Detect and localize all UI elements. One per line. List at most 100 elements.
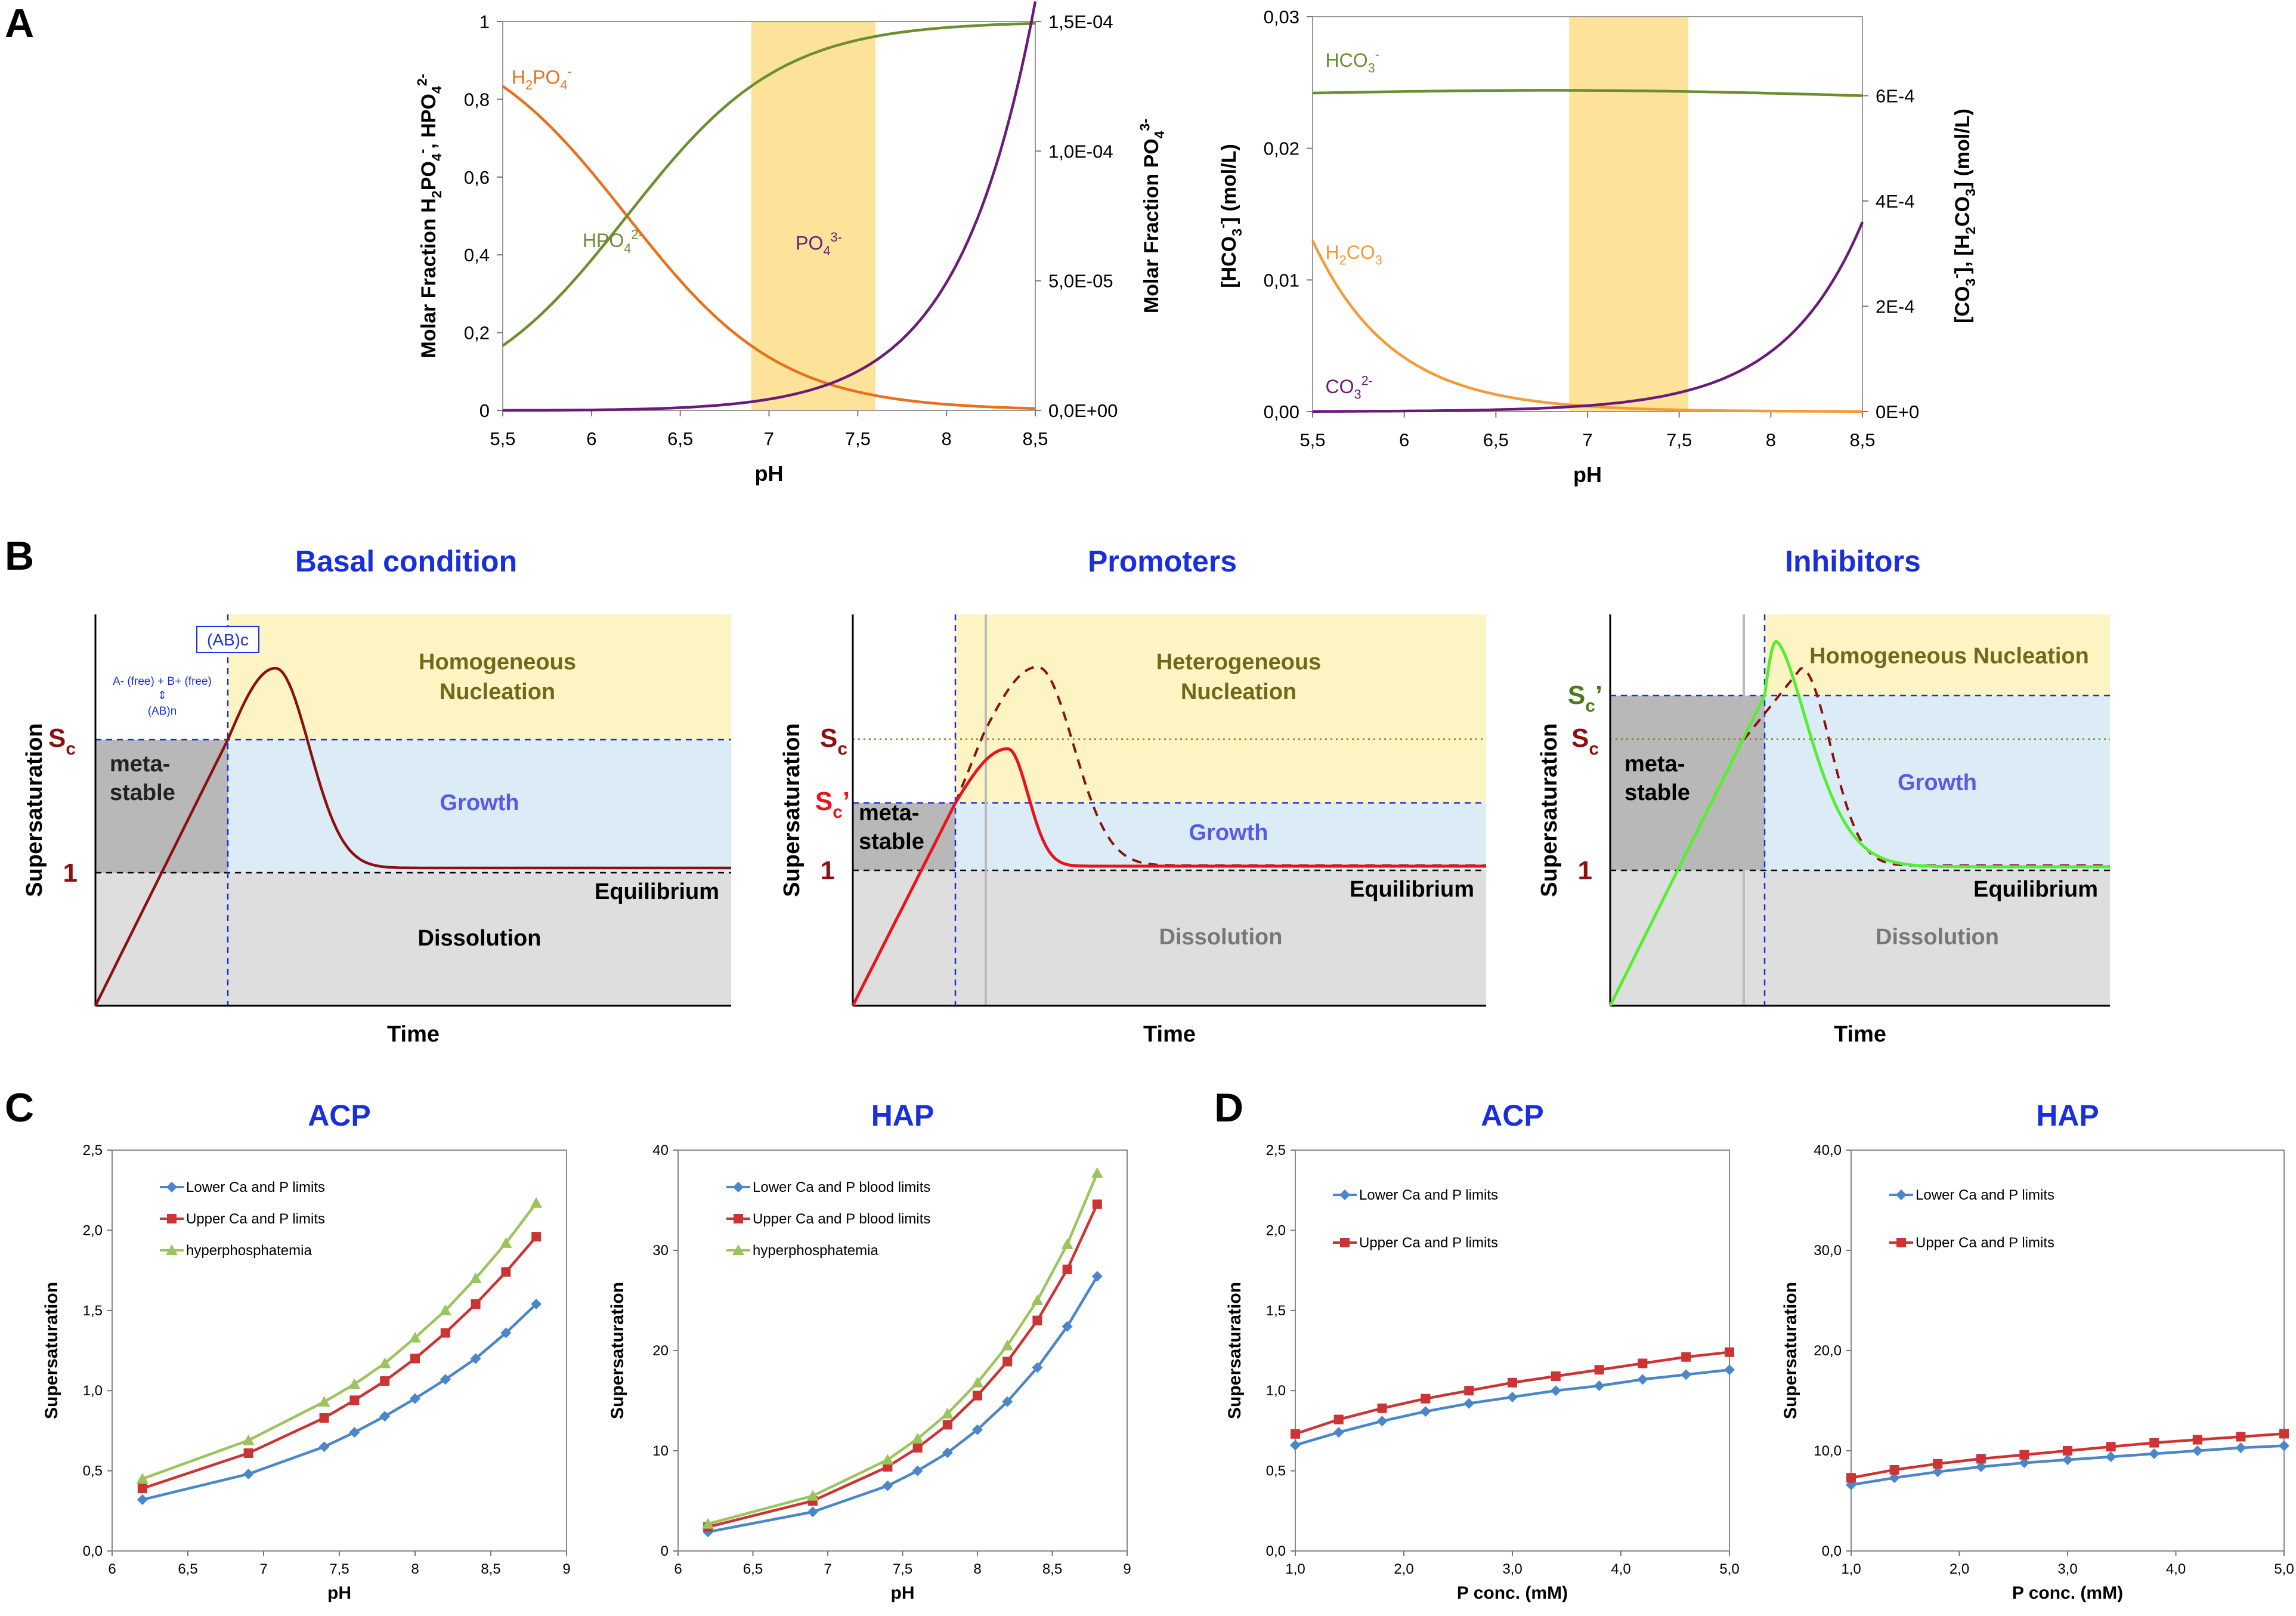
x-tick-label: 5,0 xyxy=(1719,1561,1739,1577)
rich-segment: 3 xyxy=(1963,279,1978,286)
data-point-diamond xyxy=(1091,1271,1103,1282)
data-point-diamond xyxy=(440,1374,451,1385)
data-point-square xyxy=(501,1267,511,1277)
data-point-square xyxy=(319,1413,329,1423)
rich-segment: - xyxy=(567,64,571,79)
data-point-diamond xyxy=(1507,1391,1518,1402)
x-tick-label: 7,5 xyxy=(845,428,871,449)
x-tick-label: 4,0 xyxy=(1611,1561,1630,1577)
x-tick-label: 8 xyxy=(942,428,952,449)
data-point-diamond xyxy=(1032,1362,1043,1373)
plot-frame xyxy=(1295,1150,1730,1552)
rich-segment: 4 xyxy=(560,78,567,92)
data-point-triangle xyxy=(136,1473,148,1484)
legend-label: Lower Ca and P limits xyxy=(186,1179,325,1195)
rich-segment: Molar Fraction H xyxy=(417,198,440,358)
rich-segment: S xyxy=(1571,724,1589,753)
data-point-diamond xyxy=(1932,1466,1944,1478)
region-dissolution xyxy=(1610,870,2110,1006)
y-tick-label: 10,0 xyxy=(1814,1443,1842,1459)
rich-segment: - xyxy=(1215,224,1230,228)
y-tick-label: 30,0 xyxy=(1814,1243,1842,1259)
rich-segment: HPO xyxy=(583,230,624,251)
series-line-hpo4 xyxy=(502,22,1036,347)
level-sc-prime-label: Sc’ xyxy=(1568,681,1602,716)
y-tick-label: 20,0 xyxy=(1814,1343,1842,1359)
rich-segment: CO xyxy=(1326,376,1354,397)
plot-frame xyxy=(1851,1150,2285,1552)
x-tick-label: 6 xyxy=(1399,430,1409,450)
y-axis-label: Supersaturation xyxy=(608,1282,627,1419)
x-tick-label: 8 xyxy=(411,1561,419,1577)
rich-segment: 2 xyxy=(1339,253,1347,268)
plot-frame xyxy=(677,1150,1128,1552)
series-label-h2co3: H2CO3 xyxy=(1326,242,1382,268)
region-label-dissolution: Dissolution xyxy=(1159,925,1283,950)
data-point-diamond xyxy=(1062,1321,1073,1332)
rich-segment: PO xyxy=(533,66,560,88)
data-point-triangle xyxy=(242,1434,255,1445)
data-point-square xyxy=(1638,1358,1648,1368)
x-axis-label: pH xyxy=(891,1583,915,1603)
y-right-tick-label: 1,5E-04 xyxy=(1048,11,1113,32)
x-tick-label: 6 xyxy=(108,1561,116,1577)
y-tick-label: 2,5 xyxy=(1266,1142,1286,1158)
y-tick-label: 0,6 xyxy=(464,167,490,188)
data-point-square xyxy=(1092,1199,1102,1209)
x-tick-label: 3,0 xyxy=(1502,1561,1522,1577)
data-point-square xyxy=(2149,1438,2159,1448)
data-point-diamond xyxy=(137,1494,148,1505)
x-tick-label: 7 xyxy=(1582,430,1592,450)
data-point-square xyxy=(2019,1450,2029,1460)
rich-segment: - xyxy=(1948,274,1964,279)
chart-d1: 1,0 2,0 3,0 4,0 5,0 0,0 0,5 1,0 1,5 2,0 2,5 ACP P co… xyxy=(1225,1099,1740,1603)
data-point-diamond xyxy=(1002,1396,1013,1407)
y-right-axis-label: Molar Fraction PO43- xyxy=(1137,119,1167,313)
rich-segment: 2- xyxy=(1361,373,1373,388)
rich-segment: [CO xyxy=(1951,286,1974,323)
y-axis-label: Supersaturation xyxy=(1781,1282,1800,1419)
annotation-equation: ⇕ xyxy=(157,690,167,702)
x-tick-label: 7,5 xyxy=(1666,430,1692,450)
x-axis-label: Time xyxy=(1143,1022,1196,1047)
data-point-square xyxy=(349,1395,360,1405)
y-right-tick-label: 4E-4 xyxy=(1876,191,1914,212)
x-tick-label: 2,0 xyxy=(1950,1561,1969,1577)
data-point-diamond xyxy=(2279,1440,2289,1451)
data-point-square xyxy=(1933,1459,1943,1469)
data-point-square xyxy=(243,1448,253,1459)
x-axis-label: P conc. (mM) xyxy=(1457,1583,1568,1603)
region-nucleation xyxy=(1765,614,2110,696)
y-tick-label: 0 xyxy=(479,400,490,421)
y-tick-label: 10 xyxy=(652,1443,669,1459)
x-tick-label: 6 xyxy=(586,428,596,449)
data-point-square xyxy=(1896,1238,1906,1247)
region-label-growth: Growth xyxy=(440,790,519,815)
region-metastable xyxy=(95,740,228,873)
region-label-equilibrium: Equilibrium xyxy=(1973,877,2098,902)
x-tick-label: 5,0 xyxy=(2274,1561,2294,1577)
rich-segment: ] (mol/L) xyxy=(1951,109,1974,189)
y-tick-label: 0,0 xyxy=(83,1543,103,1559)
data-point-square xyxy=(1976,1454,1986,1464)
rich-segment: , HPO xyxy=(417,94,440,149)
x-tick-label: 1,0 xyxy=(1285,1561,1305,1577)
level-one-label: 1 xyxy=(1578,856,1592,885)
region-growth xyxy=(1765,696,2110,870)
x-tick-label: 6 xyxy=(674,1561,682,1577)
data-point-square xyxy=(2236,1432,2246,1442)
data-point-diamond xyxy=(2062,1454,2073,1466)
data-point-diamond xyxy=(349,1427,360,1438)
region-label-metastable: stable xyxy=(110,780,175,805)
data-point-diamond xyxy=(2149,1448,2160,1460)
data-point-triangle xyxy=(439,1304,451,1315)
rich-segment: CO xyxy=(1951,196,1974,227)
y-tick-label: 40 xyxy=(652,1142,669,1158)
y-tick-label: 1,0 xyxy=(83,1383,103,1399)
data-point-triangle xyxy=(732,1244,744,1255)
series-label-hpo4: HPO42- xyxy=(583,227,643,256)
y-tick-label: 1,5 xyxy=(1266,1303,1286,1319)
y-axis-label: Supersaturation xyxy=(42,1282,61,1419)
x-tick-label: 8,5 xyxy=(481,1561,500,1577)
y-axis-label: [HCO3-] (mol/L) xyxy=(1215,144,1245,288)
